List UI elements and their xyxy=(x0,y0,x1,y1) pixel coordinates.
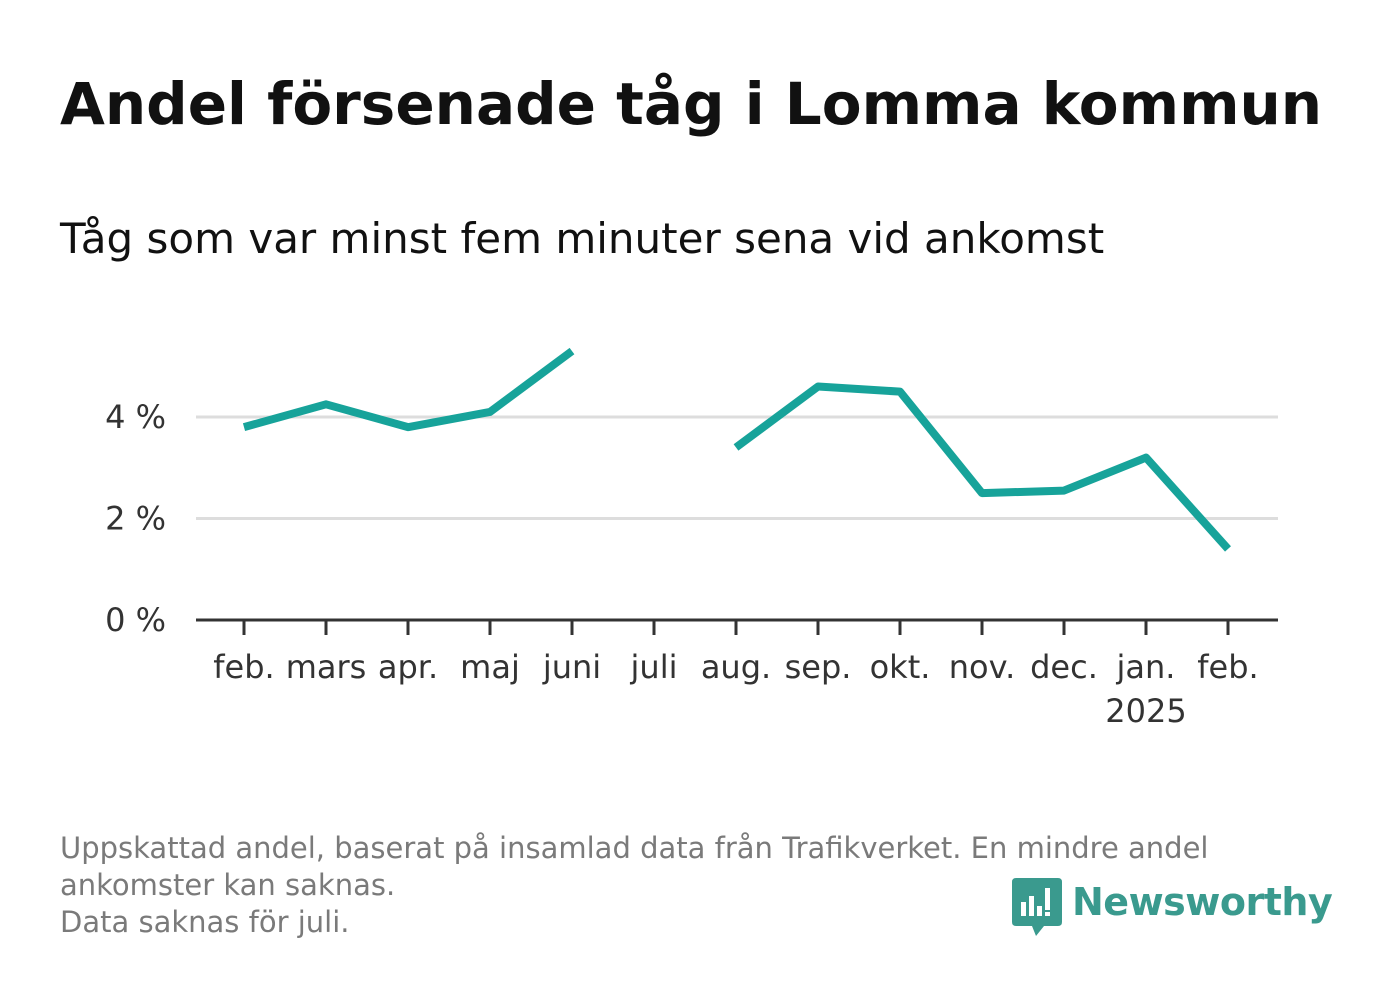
footnote: Uppskattad andel, baserat på insamlad da… xyxy=(60,830,1320,941)
chart-title: Andel försenade tåg i Lomma kommun xyxy=(60,70,1323,138)
x-tick-label: dec. xyxy=(1030,648,1098,686)
footnote-line: Uppskattad andel, baserat på insamlad da… xyxy=(60,831,1209,865)
x-tick-label: juni xyxy=(542,648,601,686)
series-line xyxy=(242,347,575,432)
series-line xyxy=(733,382,1231,552)
x-tick-label: okt. xyxy=(870,648,931,686)
y-tick-label: 2 % xyxy=(105,500,166,538)
x-tick-label: sep. xyxy=(785,648,852,686)
x-tick-label: feb. xyxy=(213,648,274,686)
x-tick-label: juli xyxy=(630,648,678,686)
x-tick-label: jan. xyxy=(1116,648,1176,686)
footnote-line: ankomster kan saknas. xyxy=(60,868,396,902)
y-tick-label: 4 % xyxy=(105,398,166,436)
series xyxy=(242,347,1231,552)
y-tick-label: 0 % xyxy=(105,601,166,639)
footnote-line: Data saknas för juli. xyxy=(60,905,350,939)
bar-chart-logo-icon xyxy=(1012,878,1062,936)
x-axis-ticks: feb. mars apr. maj juni juli aug. sep. okt. nov. d… xyxy=(213,620,1259,730)
x-tick-label: maj xyxy=(460,648,520,686)
x-tick-label: nov. xyxy=(949,648,1015,686)
x-year-label: 2025 xyxy=(1105,692,1186,730)
brand-logo: Newsworthy xyxy=(1012,878,1333,940)
chart-subtitle: Tåg som var minst fem minuter sena vid a… xyxy=(60,214,1105,263)
x-tick-label: feb. xyxy=(1197,648,1258,686)
y-axis-ticks: 0 % 2 % 4 % xyxy=(105,398,166,639)
x-tick-label: apr. xyxy=(378,648,438,686)
brand-name: Newsworthy xyxy=(1072,880,1333,924)
x-tick-label: mars xyxy=(286,648,367,686)
x-tick-label: aug. xyxy=(701,648,771,686)
